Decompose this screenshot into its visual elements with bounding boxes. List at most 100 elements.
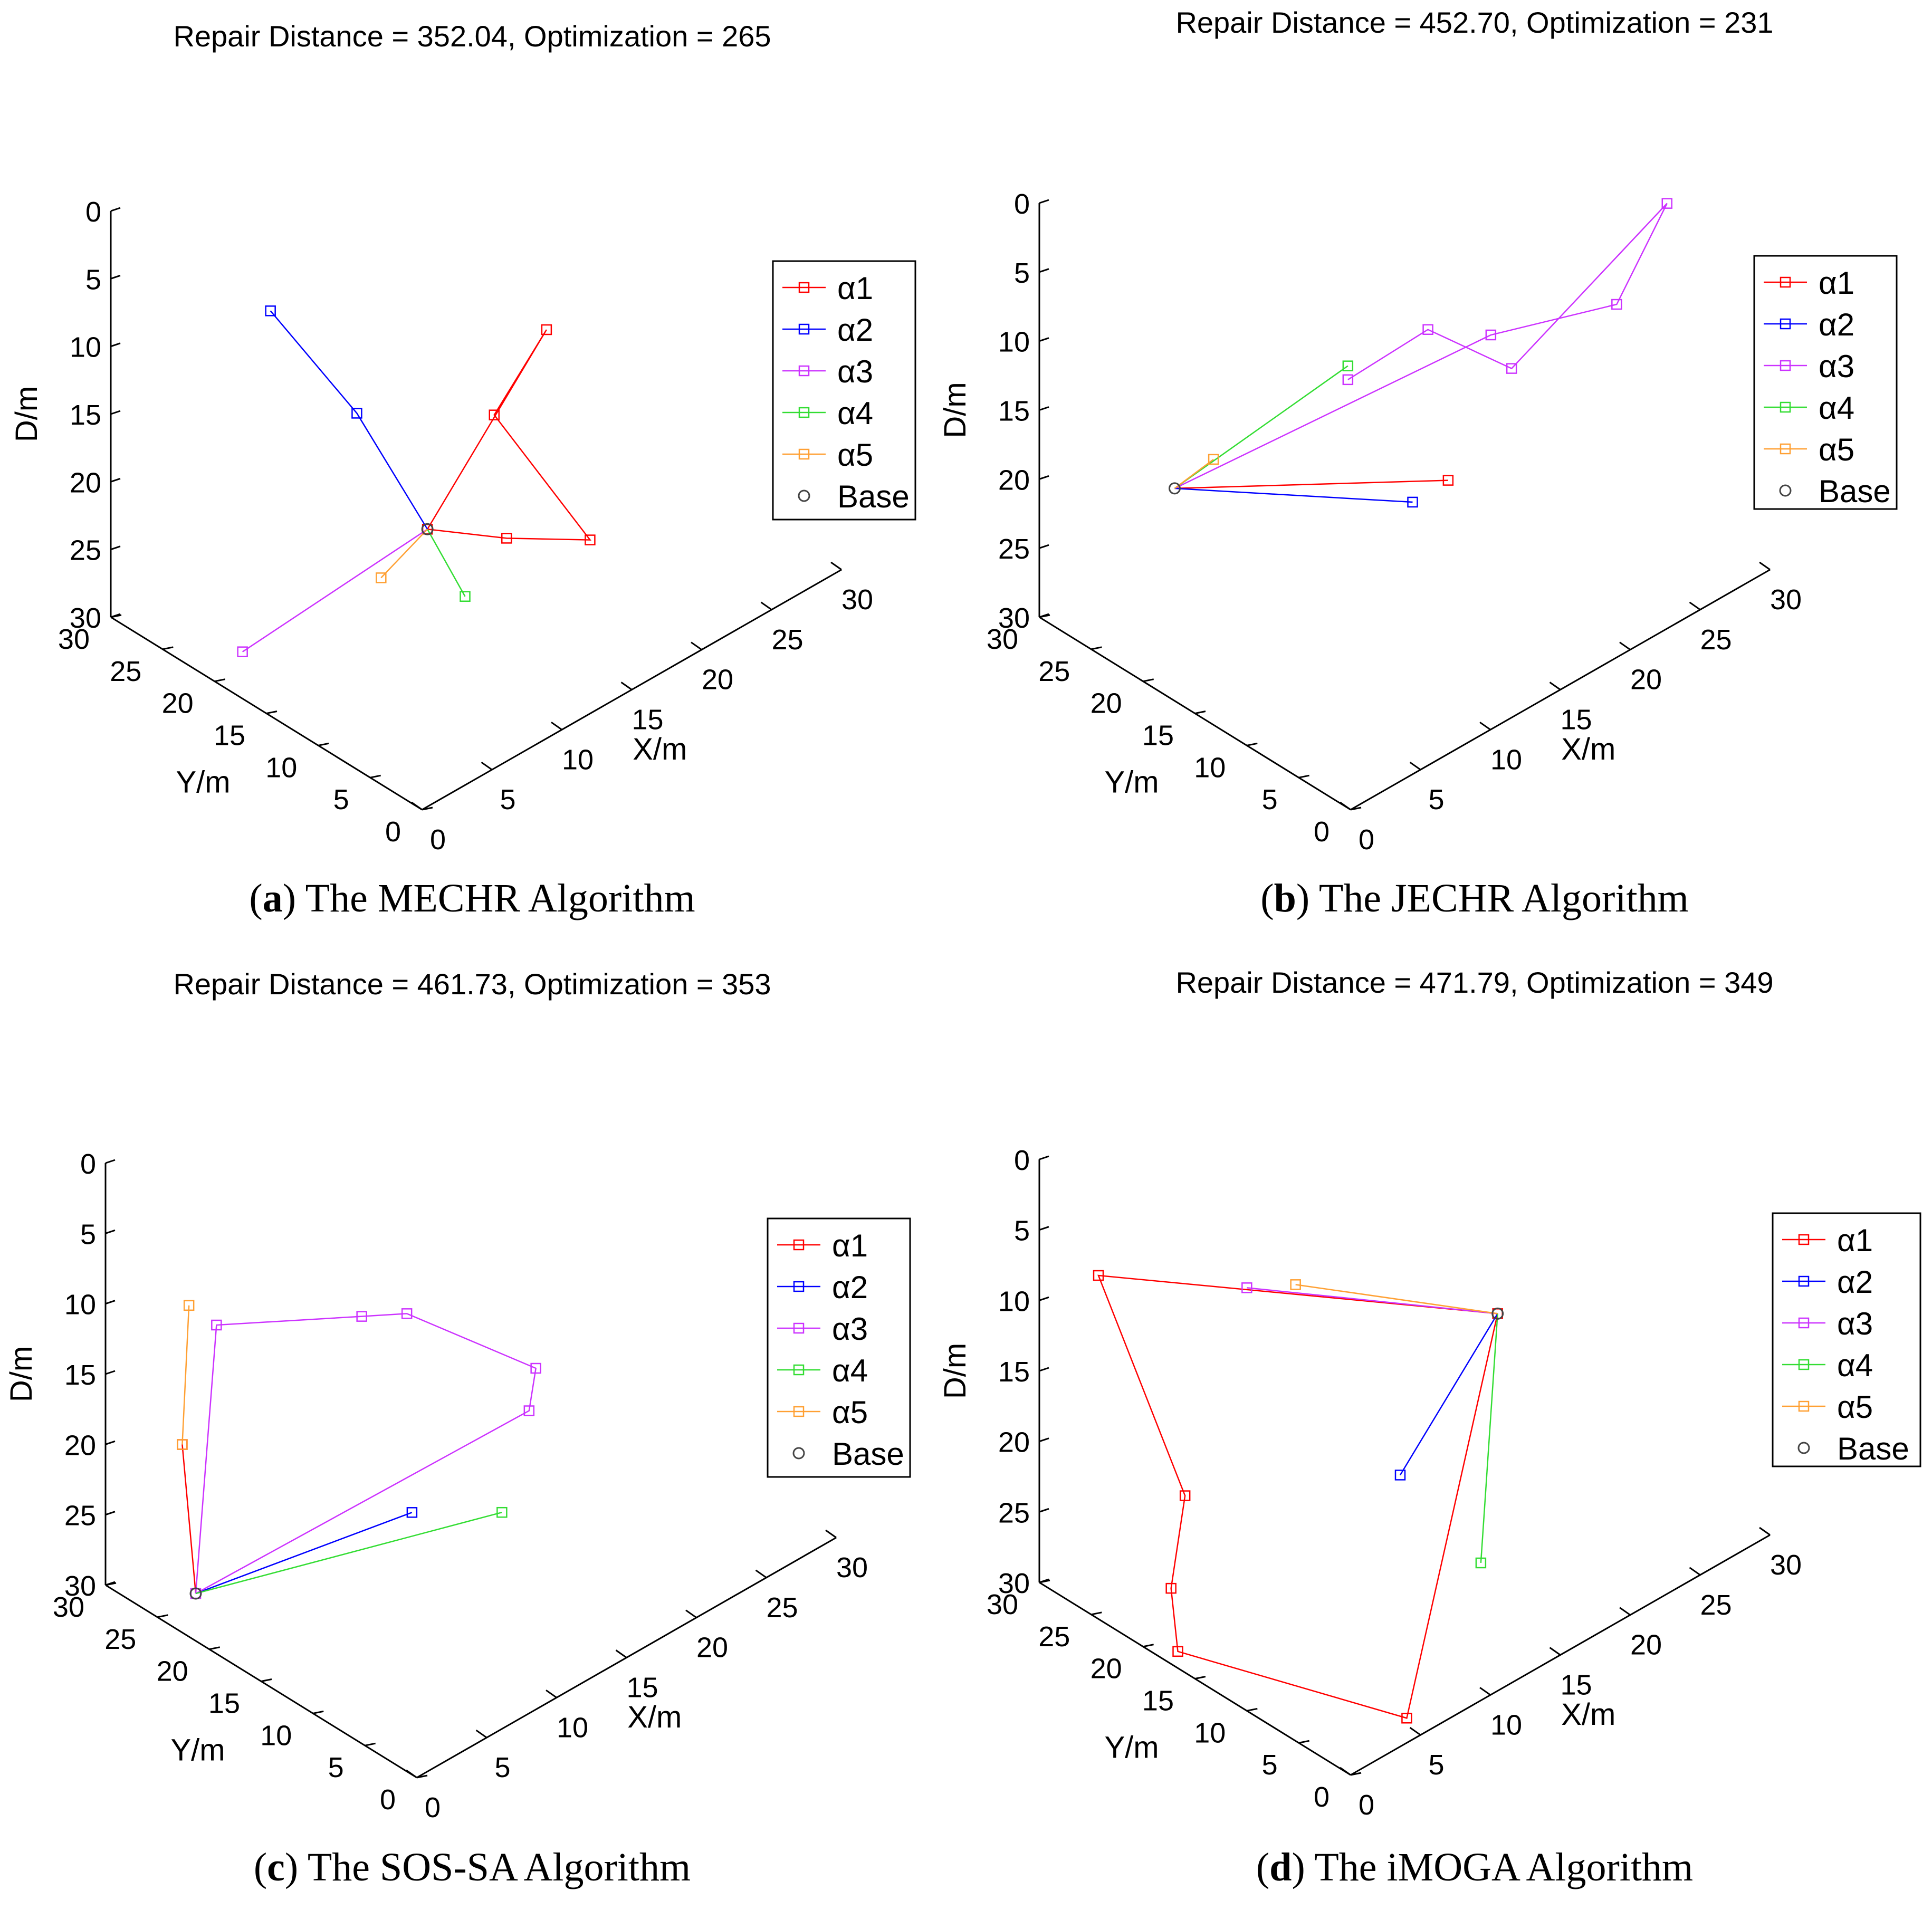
y-tick-label: 15 bbox=[1142, 720, 1174, 752]
data-point-marker bbox=[585, 534, 596, 545]
legend-marker bbox=[1780, 276, 1791, 288]
caption-paren-open: ( bbox=[249, 876, 262, 920]
legend-marker bbox=[793, 1322, 805, 1334]
x-tick-label: 0 bbox=[1359, 824, 1374, 856]
z-tick-label: 25 bbox=[64, 1500, 96, 1532]
x-tick-label: 10 bbox=[557, 1712, 588, 1743]
data-point-marker bbox=[1342, 360, 1354, 371]
z-tick-label: 10 bbox=[70, 332, 101, 363]
x-tick-label: 20 bbox=[702, 664, 733, 696]
y-tick-mark bbox=[1298, 1740, 1309, 1744]
data-point-marker bbox=[406, 1507, 418, 1518]
series-line-2 bbox=[1174, 487, 1413, 503]
legend-marker bbox=[1798, 1234, 1810, 1245]
panel-caption: (d) The iMOGA Algorithm bbox=[1256, 1845, 1693, 1889]
legend-label: α2 bbox=[837, 312, 873, 348]
x-tick-label: 10 bbox=[1490, 744, 1522, 775]
z-tick-label: 20 bbox=[998, 464, 1030, 496]
data-point-marker bbox=[1661, 198, 1672, 209]
caption-text: The JECHR Algorithm bbox=[1319, 876, 1689, 920]
series-line-2 bbox=[270, 310, 428, 530]
z-tick-label: 15 bbox=[70, 399, 101, 431]
x-tick-label: 0 bbox=[430, 824, 446, 856]
x-tick-mark bbox=[691, 641, 702, 650]
legend-marker bbox=[1780, 401, 1791, 413]
y-tick-mark bbox=[370, 774, 381, 779]
z-axis-label: D/m bbox=[938, 382, 972, 438]
data-point-marker bbox=[1172, 1646, 1183, 1657]
z-tick-mark bbox=[110, 207, 121, 212]
data-point-marker bbox=[1179, 1490, 1191, 1501]
caption-paren-close: ) bbox=[1296, 876, 1319, 920]
z-tick-mark bbox=[110, 274, 121, 280]
series-line-5 bbox=[181, 1305, 190, 1445]
z-tick-label: 20 bbox=[998, 1427, 1030, 1458]
y-tick-mark bbox=[1247, 1707, 1258, 1712]
base-marker bbox=[1491, 1307, 1504, 1320]
z-tick-label: 5 bbox=[80, 1218, 96, 1250]
z-tick-mark bbox=[1039, 199, 1049, 204]
z-tick-label: 25 bbox=[998, 1497, 1030, 1529]
z-tick-label: 20 bbox=[70, 467, 101, 498]
data-point-marker bbox=[541, 324, 552, 335]
y-tick-label: 5 bbox=[328, 1752, 344, 1783]
series-line-1 bbox=[427, 329, 591, 541]
series-line-2 bbox=[195, 1512, 413, 1595]
series-line-1 bbox=[181, 1444, 197, 1594]
legend-marker bbox=[798, 282, 810, 293]
legend-marker bbox=[1797, 1442, 1810, 1454]
z-tick-label: 0 bbox=[80, 1148, 96, 1180]
data-point-marker bbox=[1485, 329, 1497, 341]
z-tick-mark bbox=[110, 545, 121, 551]
y-tick-mark bbox=[261, 1678, 272, 1682]
chart-title: Repair Distance = 461.73, Optimization =… bbox=[173, 967, 771, 1001]
data-point-marker bbox=[401, 1308, 413, 1319]
y-tick-mark bbox=[416, 1774, 428, 1779]
x-tick-mark bbox=[406, 1769, 417, 1779]
y-tick-mark bbox=[365, 1742, 376, 1746]
z-tick-mark bbox=[1039, 268, 1049, 273]
legend-marker bbox=[793, 1364, 805, 1376]
z-tick-label: 0 bbox=[1014, 1145, 1030, 1176]
legend-label: α1 bbox=[1819, 265, 1854, 301]
y-axis-label: Y/m bbox=[1104, 1731, 1159, 1765]
y-tick-mark bbox=[110, 614, 122, 618]
y-tick-label: 25 bbox=[1038, 656, 1070, 687]
data-point-marker bbox=[1208, 454, 1219, 465]
y-tick-label: 15 bbox=[208, 1688, 240, 1720]
data-point-marker bbox=[183, 1300, 195, 1311]
legend-marker bbox=[1798, 1317, 1810, 1329]
legend-box bbox=[767, 1217, 911, 1478]
data-point-marker bbox=[177, 1439, 188, 1450]
y-tick-label: 25 bbox=[110, 656, 141, 687]
legend-marker bbox=[798, 323, 810, 335]
x-tick-mark bbox=[1549, 682, 1561, 690]
data-point-marker bbox=[376, 572, 387, 583]
base-marker bbox=[1168, 482, 1181, 495]
data-point-marker bbox=[496, 1506, 508, 1518]
x-tick-label: 20 bbox=[1630, 664, 1662, 696]
legend-marker bbox=[793, 1406, 805, 1417]
series-line-3 bbox=[195, 1313, 537, 1595]
panel-caption: (a) The MECHR Algorithm bbox=[249, 876, 695, 920]
x-tick-mark bbox=[1759, 561, 1771, 571]
data-point-marker bbox=[523, 1405, 535, 1416]
data-point-marker bbox=[1093, 1270, 1104, 1281]
legend-label: α2 bbox=[1837, 1264, 1873, 1300]
x-tick-mark bbox=[615, 1649, 627, 1658]
y-tick-label: 10 bbox=[265, 752, 297, 783]
x-tick-label: 30 bbox=[841, 584, 873, 616]
z-tick-label: 10 bbox=[998, 1285, 1030, 1317]
y-tick-label: 15 bbox=[1142, 1685, 1174, 1717]
legend-label: α2 bbox=[832, 1270, 868, 1305]
y-tick-label: 0 bbox=[1314, 1781, 1330, 1813]
chart-title: Repair Distance = 452.70, Optimization =… bbox=[1175, 6, 1773, 39]
legend-marker bbox=[798, 407, 810, 418]
z-tick-label: 15 bbox=[998, 396, 1030, 427]
legend-marker bbox=[1779, 484, 1792, 497]
x-tick-mark bbox=[1340, 1767, 1351, 1776]
z-tick-label: 30 bbox=[998, 1568, 1030, 1599]
x-tick-label: 15 bbox=[1560, 704, 1592, 736]
z-tick-label: 25 bbox=[998, 533, 1030, 565]
base-marker bbox=[421, 523, 434, 535]
